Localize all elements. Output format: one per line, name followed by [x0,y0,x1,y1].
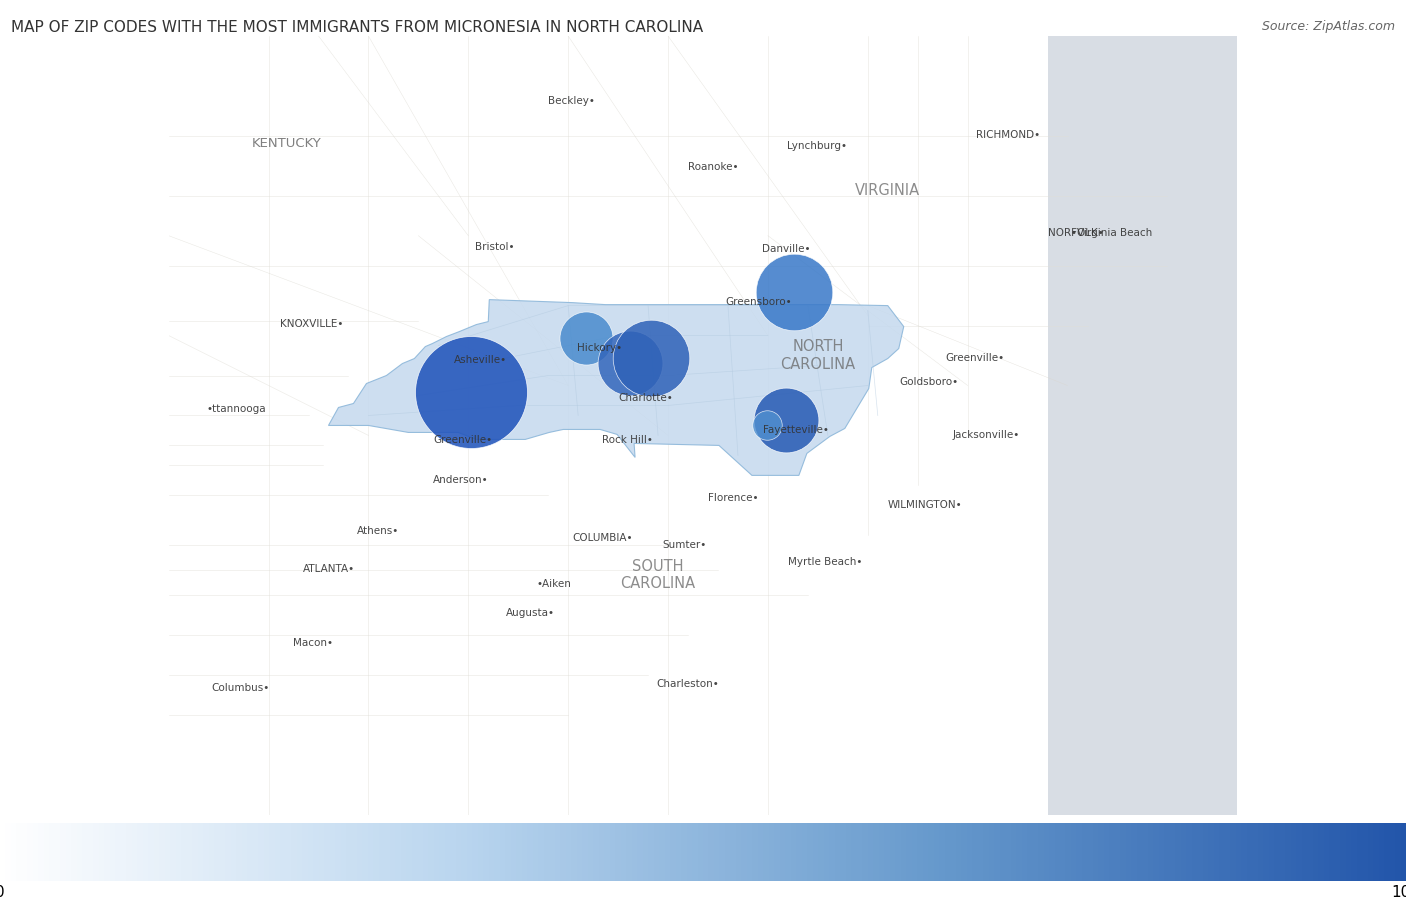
Text: Jacksonville•: Jacksonville• [953,431,1019,441]
Text: Anderson•: Anderson• [433,476,489,485]
Text: Columbus•: Columbus• [212,683,270,693]
Text: •Virginia Beach: •Virginia Beach [1070,227,1152,237]
Text: Goldsboro•: Goldsboro• [900,377,959,387]
Text: Roanoke•: Roanoke• [688,162,738,172]
Text: Fayetteville•: Fayetteville• [763,425,828,435]
Text: Charleston•: Charleston• [657,679,718,690]
Text: Bristol•: Bristol• [475,242,515,252]
Text: Sumter•: Sumter• [662,540,706,550]
Text: •ttannooga: •ttannooga [207,405,266,414]
Text: Danville•: Danville• [762,244,810,254]
Text: Athens•: Athens• [357,526,399,537]
Polygon shape [1047,36,1237,815]
Point [640,351,662,365]
Text: SOUTH
CAROLINA: SOUTH CAROLINA [620,559,696,592]
Text: Beckley•: Beckley• [548,96,595,106]
Text: Source: ZipAtlas.com: Source: ZipAtlas.com [1261,20,1395,32]
Point [460,386,482,400]
Text: RICHMOND•: RICHMOND• [976,129,1040,140]
Text: •Aiken: •Aiken [536,579,571,589]
Text: NORTH
CAROLINA: NORTH CAROLINA [780,339,855,372]
Text: Augusta•: Augusta• [506,609,555,619]
Text: Macon•: Macon• [292,638,333,648]
Text: Lynchburg•: Lynchburg• [787,141,846,151]
Text: KNOXVILLE•: KNOXVILLE• [280,318,343,329]
Text: Greensboro•: Greensboro• [725,297,792,307]
Point [575,330,598,344]
Text: COLUMBIA•: COLUMBIA• [572,533,633,543]
Text: Myrtle Beach•: Myrtle Beach• [787,557,862,567]
Text: VIRGINIA: VIRGINIA [855,183,921,199]
Polygon shape [329,299,904,476]
Text: NORFOLK•: NORFOLK• [1047,227,1104,237]
Text: Greenville•: Greenville• [433,435,492,445]
Point [755,418,778,432]
Text: WILMINGTON•: WILMINGTON• [887,501,962,511]
Text: Charlotte•: Charlotte• [619,394,673,404]
Point [783,284,806,298]
Text: Rock Hill•: Rock Hill• [602,435,652,445]
Text: Florence•: Florence• [709,494,758,503]
Text: Hickory•: Hickory• [578,343,623,352]
Text: KENTUCKY: KENTUCKY [252,138,322,150]
Point [619,355,641,369]
Text: Asheville•: Asheville• [454,354,508,364]
Point [775,414,797,428]
Text: MAP OF ZIP CODES WITH THE MOST IMMIGRANTS FROM MICRONESIA IN NORTH CAROLINA: MAP OF ZIP CODES WITH THE MOST IMMIGRANT… [11,20,703,35]
Text: Greenville•: Greenville• [946,352,1005,362]
Text: ATLANTA•: ATLANTA• [302,565,354,574]
